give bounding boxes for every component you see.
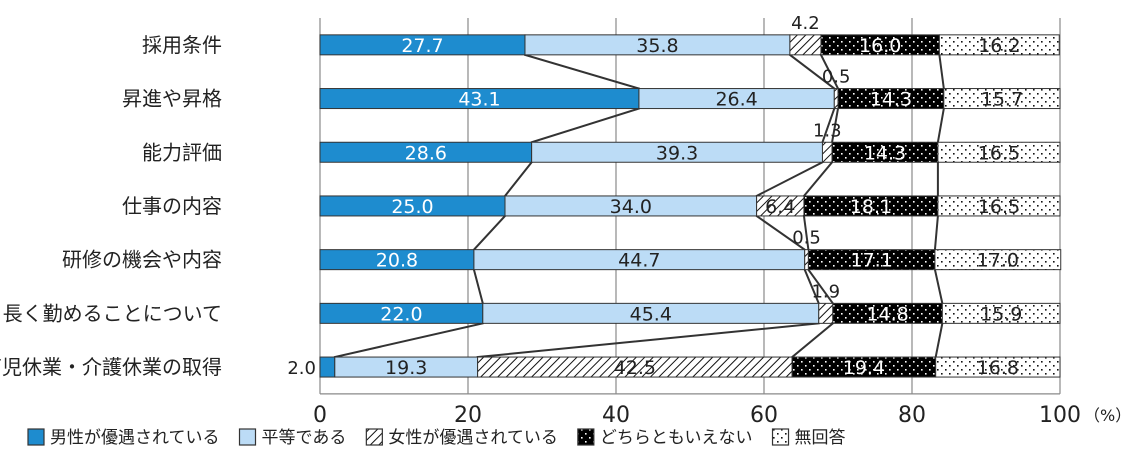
value-label: 39.3 xyxy=(656,142,698,164)
value-label: 45.4 xyxy=(630,303,672,325)
value-label: 19.3 xyxy=(385,357,427,379)
bar xyxy=(818,302,834,324)
value-label: 19.4 xyxy=(843,357,885,379)
value-label: 16.2 xyxy=(978,35,1020,57)
category-label: 育児休業・介護休業の取得 xyxy=(0,355,222,379)
category-label: 昇進や昇格 xyxy=(122,87,222,111)
x-tick-label: 60 xyxy=(750,403,778,428)
bar xyxy=(821,141,833,163)
legend-swatch xyxy=(27,428,45,446)
value-label: 44.7 xyxy=(618,250,660,272)
bar xyxy=(938,34,1060,56)
category-labels: 採用条件昇進や昇格能力評価仕事の内容研修の機会や内容長く勤めることについて育児休… xyxy=(0,33,222,379)
value-label: 2.0 xyxy=(287,358,316,379)
value-label: 16.5 xyxy=(978,142,1020,164)
value-label: 14.8 xyxy=(866,303,908,325)
value-label: 28.6 xyxy=(405,142,447,164)
legend: 男性が優遇されている 平等である 女性が優遇されている どちらともいえない 無回答 xyxy=(27,428,846,448)
value-label: 26.4 xyxy=(715,89,757,111)
value-label: 16.5 xyxy=(978,196,1020,218)
value-label: 27.7 xyxy=(401,35,443,57)
x-unit-label: （%） xyxy=(1084,406,1131,425)
value-label: 17.1 xyxy=(851,250,893,272)
bar xyxy=(934,249,1062,271)
value-label: 16.8 xyxy=(977,357,1019,379)
x-tick-label: 20 xyxy=(454,403,482,428)
value-label: 35.8 xyxy=(636,35,678,57)
x-tick-label: 100 xyxy=(1039,403,1081,428)
bar xyxy=(943,88,1061,110)
value-labels: 27.7 35.8 4.2 16.0 16.2 43.1 26.4 0.5 14.3 15.7 28… xyxy=(287,13,1023,379)
value-label: 0.5 xyxy=(822,67,851,88)
bar xyxy=(941,302,1061,324)
value-label: 6.4 xyxy=(765,196,795,218)
value-label: 1.3 xyxy=(813,120,842,141)
value-label: 0.5 xyxy=(792,228,821,249)
value-label: 14.3 xyxy=(864,142,906,164)
legend-label: 男性が優遇されている xyxy=(50,428,220,448)
value-label: 34.0 xyxy=(610,196,652,218)
legend-swatch xyxy=(577,428,595,446)
value-label: 15.9 xyxy=(980,303,1022,325)
x-tick-label: 0 xyxy=(313,403,327,428)
legend-swatch xyxy=(771,428,790,446)
value-label: 18.1 xyxy=(850,196,892,218)
value-label: 1.9 xyxy=(811,281,840,302)
x-tick-label: 40 xyxy=(602,403,630,428)
value-label: 4.2 xyxy=(791,13,820,34)
bar xyxy=(789,34,822,56)
value-label: 43.1 xyxy=(458,89,500,111)
value-label: 20.8 xyxy=(376,250,418,272)
bar xyxy=(935,356,1061,378)
category-label: 仕事の内容 xyxy=(122,194,222,218)
bar xyxy=(937,195,1061,217)
value-label: 25.0 xyxy=(391,196,433,218)
legend-label: どちらともいえない xyxy=(600,428,753,448)
legend-label: 無回答 xyxy=(795,428,846,448)
category-label: 研修の機会や内容 xyxy=(62,248,222,272)
value-label: 17.0 xyxy=(977,250,1019,272)
category-label: 採用条件 xyxy=(142,33,222,57)
category-label: 能力評価 xyxy=(142,140,222,164)
value-label: 22.0 xyxy=(380,303,422,325)
legend-swatch xyxy=(365,428,383,446)
bars xyxy=(319,34,1062,378)
bar xyxy=(937,141,1061,163)
bar xyxy=(833,88,839,110)
x-axis: 0 20 40 60 80 100 （%） xyxy=(313,393,1131,428)
bar xyxy=(319,356,336,378)
legend-label: 平等である xyxy=(262,428,347,448)
bar xyxy=(804,249,809,271)
value-label: 16.0 xyxy=(859,35,901,57)
x-tick-label: 80 xyxy=(898,403,926,428)
value-label: 14.3 xyxy=(870,89,912,111)
legend-swatch xyxy=(238,428,257,446)
value-label: 42.5 xyxy=(614,357,656,379)
legend-label: 女性が優遇されている xyxy=(388,428,558,448)
value-label: 15.7 xyxy=(981,89,1023,111)
category-label: 長く勤めることについて xyxy=(3,301,222,325)
